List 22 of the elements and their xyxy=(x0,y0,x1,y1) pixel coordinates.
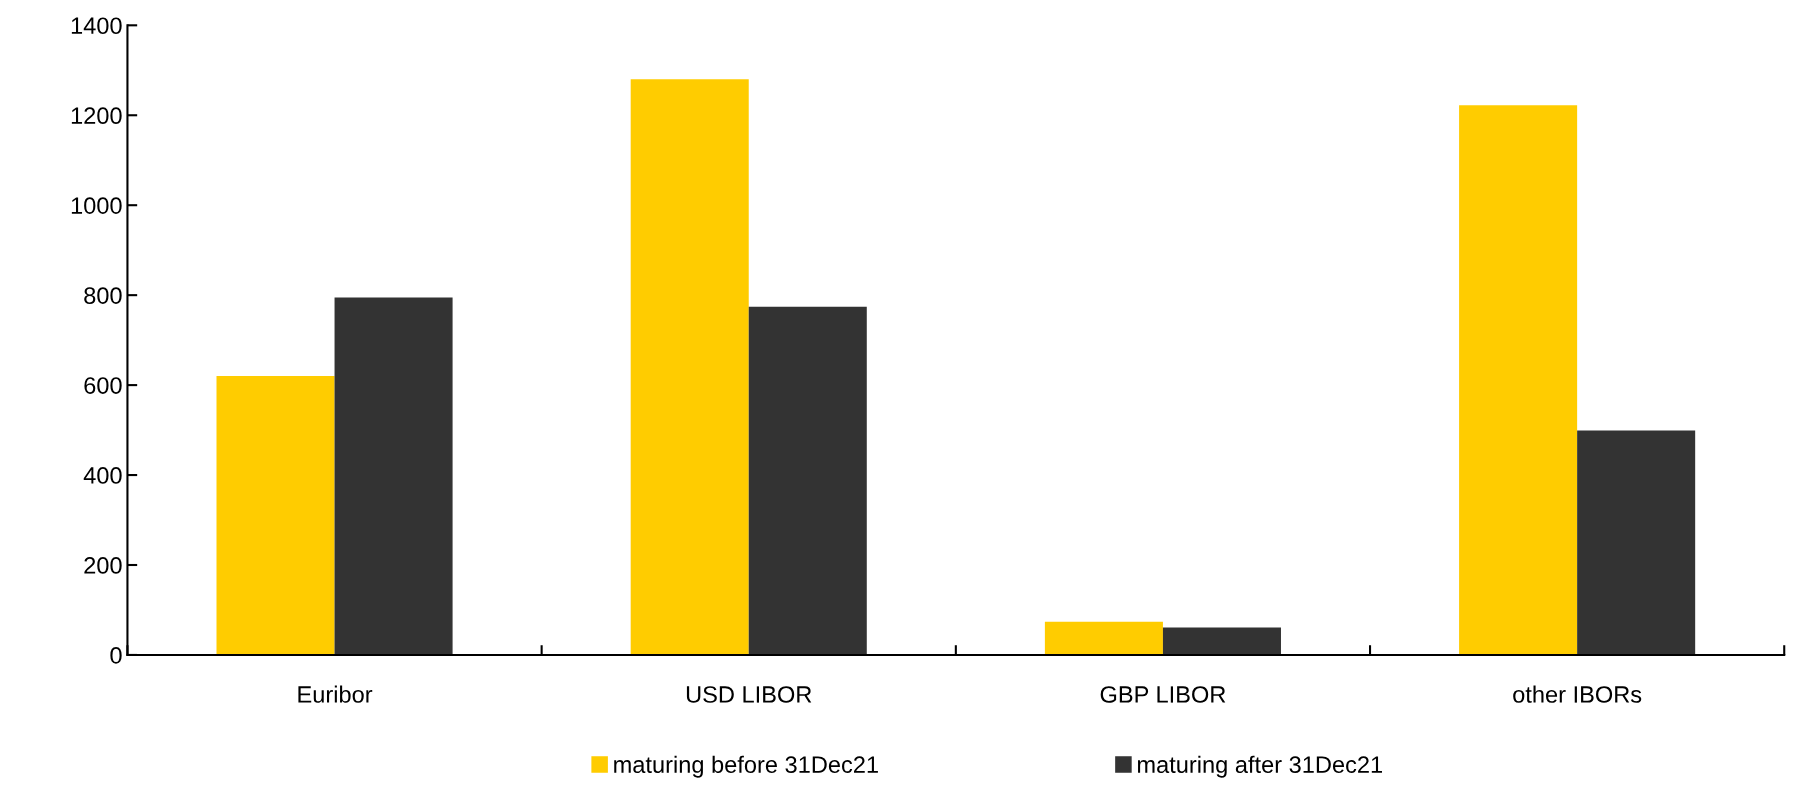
bar xyxy=(1162,627,1281,655)
bar xyxy=(748,306,867,655)
legend-label: maturing after 31Dec21 xyxy=(1137,755,1382,778)
y-tick-label: 1400 xyxy=(71,17,122,35)
y-tick-label: 600 xyxy=(84,377,122,394)
bar xyxy=(1459,105,1578,655)
y-tick-label: 1000 xyxy=(71,197,122,214)
bar xyxy=(334,297,453,655)
y-tick-label: 1200 xyxy=(71,107,122,125)
y-tick-label: 0 xyxy=(110,647,122,664)
bar xyxy=(630,79,749,655)
legend-label: maturing before 31Dec21 xyxy=(614,755,878,778)
x-tick-label: Euribor xyxy=(298,685,373,703)
bar xyxy=(1044,621,1163,655)
x-tick-label: other IBORs xyxy=(1513,685,1642,703)
bar xyxy=(1577,430,1696,655)
x-tick-label: GBP LIBOR xyxy=(1100,686,1226,703)
y-tick-label: 400 xyxy=(83,467,122,484)
y-tick-label: 200 xyxy=(84,557,122,574)
x-tick-label: USD LIBOR xyxy=(686,686,812,703)
bar xyxy=(216,376,335,655)
y-tick-label: 800 xyxy=(84,287,122,304)
